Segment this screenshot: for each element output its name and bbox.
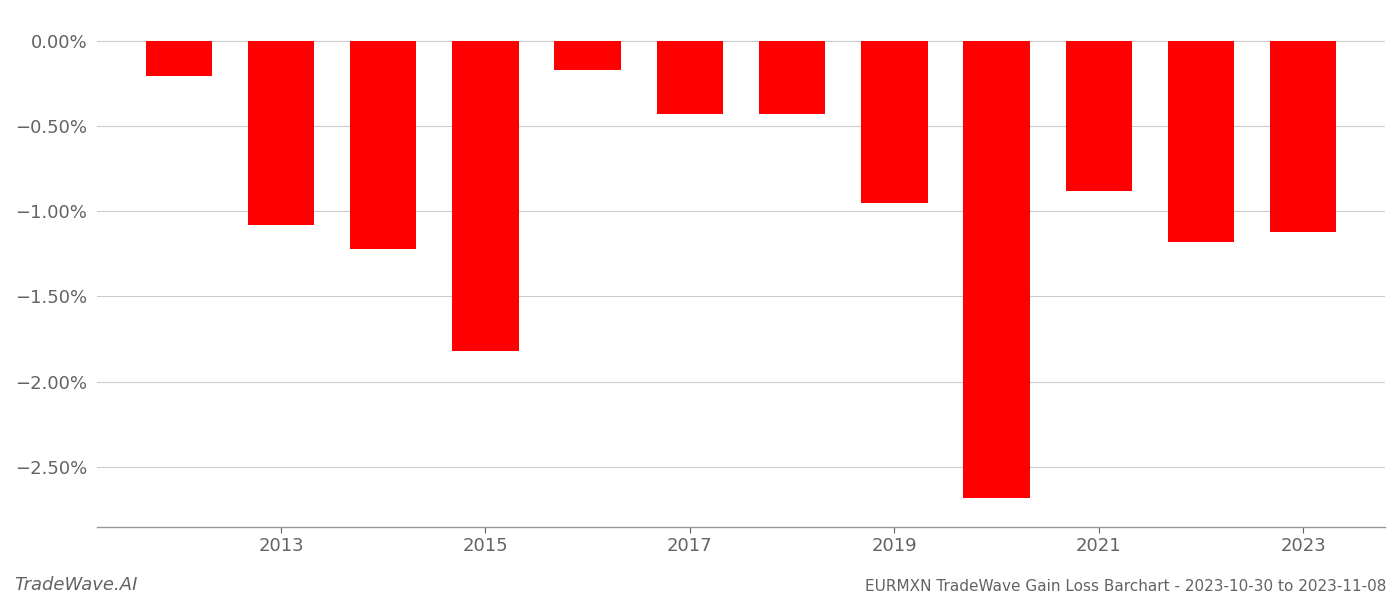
Bar [554, 41, 620, 70]
Bar [452, 41, 518, 351]
Text: TradeWave.AI: TradeWave.AI [14, 576, 137, 594]
Bar [657, 41, 722, 114]
Bar [146, 41, 211, 76]
Bar [759, 41, 826, 114]
Bar [248, 41, 314, 225]
Bar [1168, 41, 1235, 242]
Bar [1270, 41, 1337, 232]
Bar [350, 41, 416, 248]
Bar [1065, 41, 1133, 191]
Bar [861, 41, 928, 203]
Bar [963, 41, 1030, 497]
Text: EURMXN TradeWave Gain Loss Barchart - 2023-10-30 to 2023-11-08: EURMXN TradeWave Gain Loss Barchart - 20… [865, 579, 1386, 594]
